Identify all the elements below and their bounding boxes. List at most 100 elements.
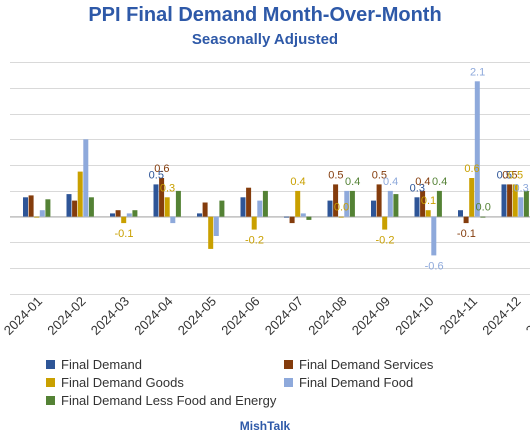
bar xyxy=(83,139,89,217)
bar xyxy=(110,213,115,217)
legend-label: Final Demand Services xyxy=(299,357,434,372)
data-label: -0.6 xyxy=(425,260,444,272)
x-tick-label: 2024-08 xyxy=(305,294,349,338)
legend-label: Final Demand Less Food and Energy xyxy=(61,393,277,408)
bar xyxy=(284,216,289,218)
bar xyxy=(507,184,513,217)
bar xyxy=(262,190,268,217)
bar xyxy=(77,171,83,217)
bar xyxy=(251,216,257,230)
bar xyxy=(436,190,442,217)
bar xyxy=(387,190,393,217)
x-tick-label: 2024-09 xyxy=(349,294,393,338)
data-label: 0.4 xyxy=(290,176,305,188)
bar xyxy=(523,190,529,217)
bar xyxy=(164,197,170,217)
bar xyxy=(246,187,252,217)
bar xyxy=(175,190,181,217)
bar xyxy=(153,184,159,217)
source-label: MishTalk xyxy=(239,419,291,433)
bar xyxy=(159,178,165,217)
data-label: -0.2 xyxy=(245,235,264,247)
x-tick-label: 2024-05 xyxy=(175,294,219,338)
bar xyxy=(474,81,480,217)
bar xyxy=(66,194,72,217)
bar xyxy=(213,216,219,236)
bar xyxy=(501,184,507,217)
bar xyxy=(376,184,382,217)
x-tick-label: 2024-11 xyxy=(436,294,480,338)
x-tick-label: 2024-12 xyxy=(479,294,523,338)
bar xyxy=(39,210,45,217)
data-label: -0.2 xyxy=(376,235,395,247)
bar xyxy=(338,216,344,218)
x-tick-label: 2024-02 xyxy=(44,294,88,338)
bar xyxy=(420,190,426,217)
data-label: 0.0 xyxy=(334,202,349,214)
x-tick-labels: 2024-01 2024-02 2024-03 2024-04 2024-05 2024-… xyxy=(1,294,530,338)
data-label: 2.1 xyxy=(470,66,485,78)
bar xyxy=(202,202,208,217)
bar xyxy=(240,197,246,217)
data-label: -0.1 xyxy=(457,228,476,240)
bar xyxy=(349,190,355,217)
bar xyxy=(72,200,78,217)
bars xyxy=(23,81,529,256)
bar xyxy=(458,210,463,217)
bar xyxy=(28,195,34,217)
legend-item-final-demand: Final Demand xyxy=(46,357,142,372)
legend-swatch xyxy=(46,396,55,405)
data-label: 0.4 xyxy=(432,176,447,188)
data-label: 0.5 xyxy=(149,169,164,181)
bar xyxy=(518,197,524,217)
bar xyxy=(300,213,306,217)
bar xyxy=(327,200,333,217)
bar xyxy=(289,216,295,224)
bar xyxy=(344,190,350,217)
bar xyxy=(170,216,176,224)
legend-item-final-demand-less-food-energy: Final Demand Less Food and Energy xyxy=(46,393,276,408)
x-tick-label: 2024-06 xyxy=(218,294,262,338)
data-label: 0.5 xyxy=(328,169,343,181)
legend-item-final-demand-goods: Final Demand Goods xyxy=(46,375,184,390)
bar xyxy=(219,200,225,217)
data-label: 0.6 xyxy=(154,163,169,175)
legend-swatch xyxy=(46,360,55,369)
bar xyxy=(295,190,301,217)
legend-label: Final Demand Goods xyxy=(61,375,184,390)
gridlines xyxy=(10,62,530,295)
bar xyxy=(463,216,469,224)
bar xyxy=(208,216,214,249)
data-label: 0.3 xyxy=(513,182,528,194)
legend-item-final-demand-food: Final Demand Food xyxy=(284,375,413,390)
data-label: 0.1 xyxy=(421,195,436,207)
bar xyxy=(512,184,518,217)
data-label: -0.1 xyxy=(115,228,134,240)
data-label: 0.4 xyxy=(383,176,398,188)
legend-swatch xyxy=(284,360,293,369)
bar xyxy=(126,213,132,217)
bar xyxy=(431,216,437,256)
data-label: 0.5 xyxy=(502,169,517,181)
bar xyxy=(371,200,376,217)
bar xyxy=(257,200,263,217)
chart-subtitle: Seasonally Adjusted xyxy=(191,31,339,48)
x-tick-label: 2024-01 xyxy=(1,294,45,338)
legend-label: Final Demand xyxy=(61,357,142,372)
data-label: 0.5 xyxy=(508,169,523,181)
bar xyxy=(45,199,51,217)
legend-swatch xyxy=(46,378,55,387)
data-label: 0.5 xyxy=(372,169,387,181)
x-tick-label: 2024-10 xyxy=(392,294,436,338)
bar xyxy=(425,210,431,217)
bar xyxy=(88,197,94,217)
bar xyxy=(414,197,420,217)
bar xyxy=(23,197,28,217)
x-tick-label: 2025-01 xyxy=(523,294,530,338)
bar xyxy=(34,216,40,218)
bar xyxy=(393,194,399,217)
bar xyxy=(306,216,312,220)
data-label: 0.3 xyxy=(160,182,175,194)
x-tick-label: 2024-04 xyxy=(131,294,175,338)
